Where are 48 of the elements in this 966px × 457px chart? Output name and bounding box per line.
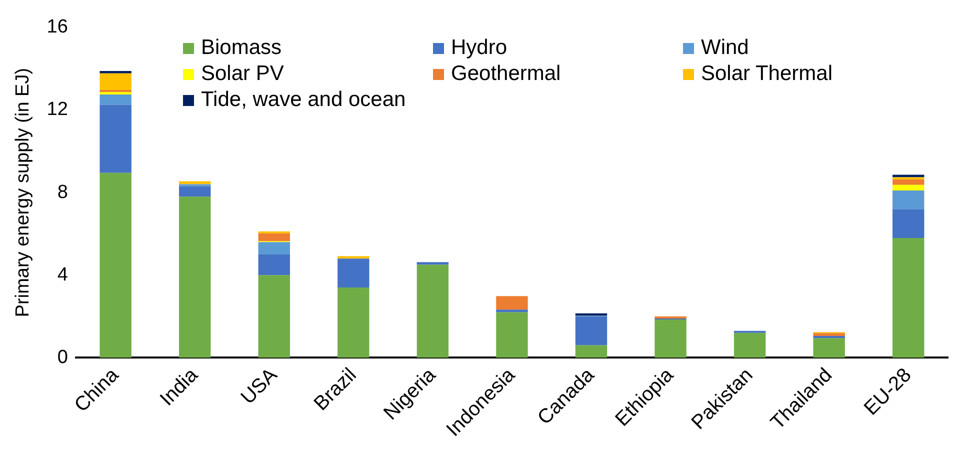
bar	[892, 174, 924, 178]
bar	[258, 233, 290, 242]
bar	[416, 264, 449, 358]
bar	[496, 310, 528, 312]
bar	[178, 186, 211, 197]
bar	[258, 275, 290, 358]
bar	[100, 70, 132, 74]
legend-label: Tide, wave and ocean	[201, 88, 406, 112]
y-tick-label: 0	[57, 346, 68, 368]
y-tick-label: 12	[46, 99, 68, 120]
bar	[813, 333, 845, 336]
legend-label: Wind	[701, 36, 749, 60]
bar	[654, 320, 686, 358]
bar	[258, 242, 290, 254]
x-tick-label: USA	[236, 364, 282, 409]
bar	[892, 180, 924, 185]
legend-label: Solar Thermal	[701, 62, 832, 86]
bar	[100, 94, 132, 105]
bar	[416, 262, 449, 265]
bar	[892, 238, 924, 358]
legend-label: Geothermal	[451, 62, 561, 86]
y-axis-title: Primary energy supply (in EJ)	[12, 68, 34, 318]
legend-label: Hydro	[451, 36, 508, 60]
bar	[100, 172, 132, 358]
bar	[496, 312, 528, 358]
legend-label: Solar PV	[201, 62, 284, 86]
bar	[575, 313, 608, 316]
y-tick-label: 16	[46, 16, 68, 38]
bar	[338, 258, 370, 288]
bar	[178, 196, 211, 358]
bar	[813, 338, 845, 358]
bar	[258, 254, 290, 276]
y-tick-label: 8	[57, 182, 68, 203]
bar	[734, 332, 766, 358]
bar	[892, 209, 924, 238]
bar	[496, 296, 528, 310]
bar	[892, 184, 924, 190]
bar	[575, 345, 608, 358]
bar	[575, 316, 608, 346]
bar	[178, 181, 211, 184]
bar	[100, 73, 132, 90]
bar	[338, 288, 370, 358]
bar	[100, 104, 132, 173]
bar	[892, 190, 924, 210]
bar	[100, 90, 132, 92]
bar	[338, 256, 370, 259]
y-tick-label: 4	[57, 264, 68, 286]
legend-label: Biomass	[201, 36, 282, 60]
